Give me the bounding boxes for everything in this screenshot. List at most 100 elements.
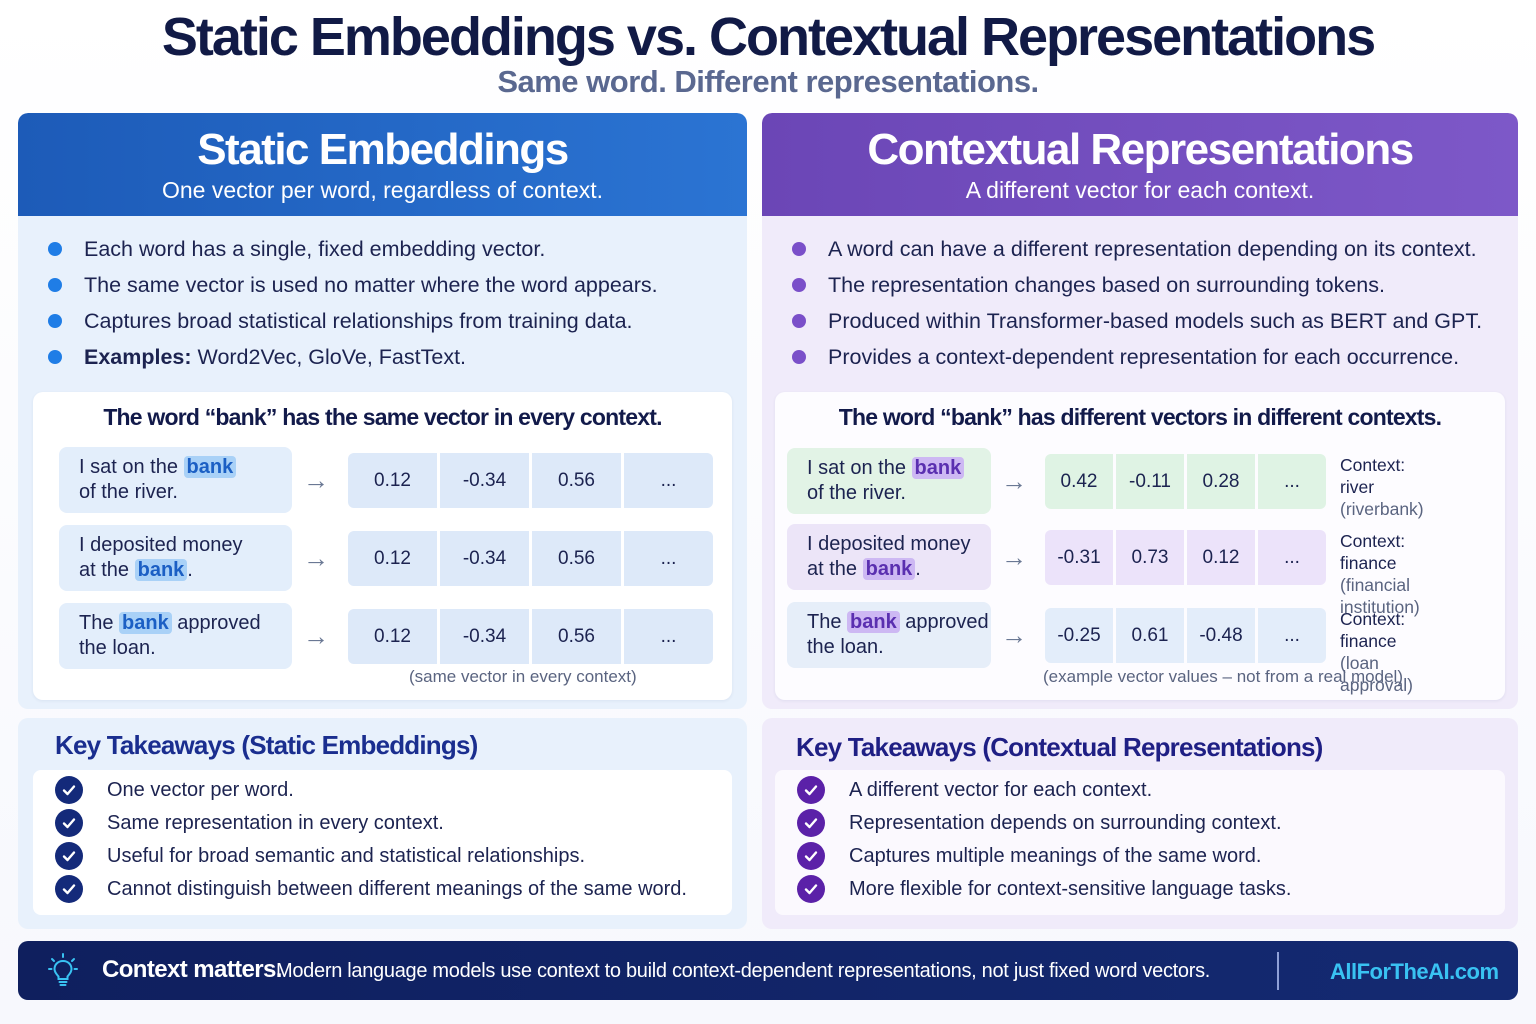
context-title: Context: finance <box>1340 609 1406 651</box>
check-icon <box>55 842 83 870</box>
vector-cell: 0.56 <box>532 609 621 664</box>
context-subtitle: (financial institution) <box>1340 575 1420 617</box>
sentence-box: I deposited money at the bank. <box>59 525 292 591</box>
sentence-text: approved <box>899 611 989 633</box>
sentence-text: at the <box>79 559 135 581</box>
context-subtitle: (riverbank) <box>1340 499 1424 519</box>
arrow-right-icon: → <box>1001 620 1027 650</box>
highlight-bank: bank <box>847 611 900 633</box>
contextual-takeaways-title: Key Takeaways (Contextual Representation… <box>796 732 1323 762</box>
sentence-text: of the river. <box>79 481 178 503</box>
bullet-text: The representation changes based on surr… <box>828 273 1385 297</box>
arrow-right-icon: → <box>303 621 329 651</box>
main-subtitle: Same word. Different representations. <box>497 64 1039 99</box>
vector-cell: 0.42 <box>1045 454 1113 509</box>
bullet-item: Produced within Transformer-based models… <box>790 303 1508 339</box>
contextual-subtitle: A different vector for each context. <box>965 177 1315 203</box>
takeaway-item: One vector per word. <box>55 775 294 805</box>
vector-cell: -0.34 <box>440 531 529 586</box>
check-icon <box>797 776 825 804</box>
takeaway-text: Same representation in every context. <box>107 812 444 834</box>
bullet-dot-icon <box>792 314 806 328</box>
vector-cell: 0.73 <box>1116 530 1184 585</box>
vector: -0.31 0.73 0.12 ... <box>1045 530 1326 585</box>
arrow-right-icon: → <box>303 543 329 573</box>
takeaway-text: Cannot distinguish between different mea… <box>107 878 687 900</box>
vector-cell: 0.12 <box>348 453 437 508</box>
check-icon <box>797 842 825 870</box>
contextual-note: (example vector values – not from a real… <box>1043 667 1403 686</box>
bullet-dot-icon <box>48 278 62 292</box>
vector: 0.12 -0.34 0.56 ... <box>348 531 713 586</box>
contextual-takeaways: Key Takeaways (Contextual Representation… <box>762 718 1518 929</box>
takeaway-text: A different vector for each context. <box>849 779 1153 801</box>
takeaway-text: Useful for broad semantic and statistica… <box>107 845 586 867</box>
vector-cell: -0.34 <box>440 453 529 508</box>
bullet-text: Produced within Transformer-based models… <box>828 309 1483 333</box>
takeaway-text: More flexible for context-sensitive lang… <box>849 878 1292 900</box>
sentence-box: I sat on the bank of the river. <box>59 447 292 513</box>
sentence-text: the loan. <box>807 636 884 658</box>
vector-cell: ... <box>1258 454 1326 509</box>
contextual-bullets: A word can have a different representati… <box>790 231 1508 375</box>
highlight-bank: bank <box>183 456 237 478</box>
sentence-text: at the <box>807 558 863 580</box>
static-panel: Static Embeddings One vector per word, r… <box>18 113 747 709</box>
vector-cell: -0.31 <box>1045 530 1113 585</box>
check-icon <box>55 875 83 903</box>
sentence-text: The <box>807 611 848 633</box>
static-example-card: The word “bank” has the same vector in e… <box>33 392 732 700</box>
vector: 0.12 -0.34 0.56 ... <box>348 453 713 508</box>
footer-text: Modern language models use context to bu… <box>276 960 1211 982</box>
static-card-title: The word “bank” has the same vector in e… <box>103 404 662 430</box>
arrow-right-icon: → <box>303 465 329 495</box>
bullet-dot-icon <box>792 242 806 256</box>
takeaway-item: Representation depends on surrounding co… <box>797 808 1282 838</box>
sentence-text: . <box>187 559 193 581</box>
vector: 0.12 -0.34 0.56 ... <box>348 609 713 664</box>
static-header: Static Embeddings One vector per word, r… <box>18 113 747 216</box>
static-title: Static Embeddings <box>197 125 569 174</box>
vector-cell: 0.61 <box>1116 608 1184 663</box>
sentence-text: the loan. <box>79 637 156 659</box>
vector-cell: 0.56 <box>532 531 621 586</box>
bullet-dot-icon <box>48 242 62 256</box>
context-label: Context: finance (financial institution) <box>1340 530 1420 618</box>
vector-cell: -0.34 <box>440 609 529 664</box>
static-takeaways: Key Takeaways (Static Embeddings) One ve… <box>18 718 747 929</box>
highlight-bank: bank <box>862 558 916 580</box>
brand-link[interactable]: AllForTheAI.com <box>1330 959 1499 984</box>
takeaway-item: Useful for broad semantic and statistica… <box>55 841 585 871</box>
bullet-item: Captures broad statistical relationships… <box>46 303 737 339</box>
bullet-dot-icon <box>48 314 62 328</box>
context-title: Context: river <box>1340 455 1406 497</box>
footer-banner: Context matters. Modern language models … <box>18 941 1518 1000</box>
bullet-item: A word can have a different representati… <box>790 231 1508 267</box>
vector-cell: -0.11 <box>1116 454 1184 509</box>
bullet-text: Provides a context-dependent representat… <box>828 345 1460 369</box>
arrow-right-icon: → <box>1001 542 1027 572</box>
contextual-panel: Contextual Representations A different v… <box>762 113 1518 709</box>
takeaway-text: Representation depends on surrounding co… <box>849 812 1282 834</box>
takeaway-item: Captures multiple meanings of the same w… <box>797 841 1261 871</box>
vector-cell: 0.28 <box>1187 454 1255 509</box>
takeaway-item: More flexible for context-sensitive lang… <box>797 874 1291 904</box>
sentence-box: I deposited money at the bank. <box>787 524 991 590</box>
vector-cell: 0.12 <box>348 531 437 586</box>
sentence-text: The <box>79 612 120 634</box>
vector-cell: -0.25 <box>1045 608 1113 663</box>
contextual-header: Contextual Representations A different v… <box>762 113 1518 216</box>
vector-cell: ... <box>1258 530 1326 585</box>
vector-cell: ... <box>624 453 713 508</box>
highlight-bank: bank <box>119 612 172 634</box>
contextual-takeaways-box: A different vector for each context. Rep… <box>775 770 1505 915</box>
footer-strong: Context matters. <box>102 956 282 983</box>
arrow-right-icon: → <box>1001 466 1027 496</box>
context-label: Context: river (riverbank) <box>1340 454 1424 520</box>
static-note: (same vector in every context) <box>409 667 637 686</box>
sentence-text: I deposited money <box>79 534 243 556</box>
highlight-bank: bank <box>134 559 188 581</box>
check-icon <box>797 875 825 903</box>
bullet-item: The representation changes based on surr… <box>790 267 1508 303</box>
sentence-text: I deposited money <box>807 533 971 555</box>
